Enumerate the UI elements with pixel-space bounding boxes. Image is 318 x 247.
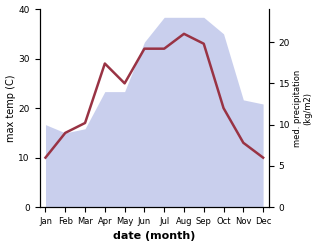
Y-axis label: max temp (C): max temp (C) [5,74,16,142]
Y-axis label: med. precipitation
(kg/m2): med. precipitation (kg/m2) [293,69,313,147]
X-axis label: date (month): date (month) [113,231,196,242]
